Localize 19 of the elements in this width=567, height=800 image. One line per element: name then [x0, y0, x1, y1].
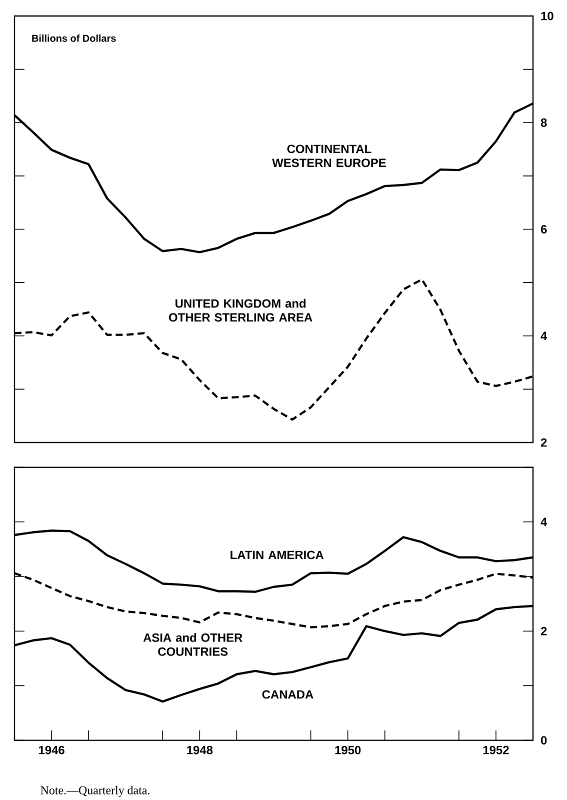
- y-tick-label: 4: [540, 332, 548, 340]
- series-label: CONTINENTAL WESTERN EUROPE: [272, 144, 386, 168]
- text: Note.—Quarterly data.: [40, 786, 150, 797]
- y-tick-label: 4: [540, 518, 548, 526]
- y-axis-title: Billions of Dollars: [32, 34, 116, 42]
- series-label: LATIN AMERICA: [230, 550, 324, 560]
- series-label: CANADA: [262, 690, 314, 699]
- y-tick-label: 6: [540, 225, 547, 234]
- y-tick-label: 10: [541, 12, 554, 20]
- x-tick-label: 1946: [38, 746, 64, 754]
- y-tick-label: 2: [540, 438, 547, 447]
- y-tick-label: 8: [540, 118, 547, 127]
- x-tick-label: 1952: [483, 746, 509, 754]
- text: UNITED KINGDOM and OTHER STERLING AREA: [168, 298, 312, 322]
- series-label: ASIA and OTHER COUNTRIES: [143, 633, 242, 656]
- x-tick-label: 1950: [335, 746, 361, 754]
- y-tick-label: 2: [540, 626, 547, 636]
- x-tick-label: 1948: [187, 746, 213, 754]
- y-tick-label: 0: [540, 736, 547, 745]
